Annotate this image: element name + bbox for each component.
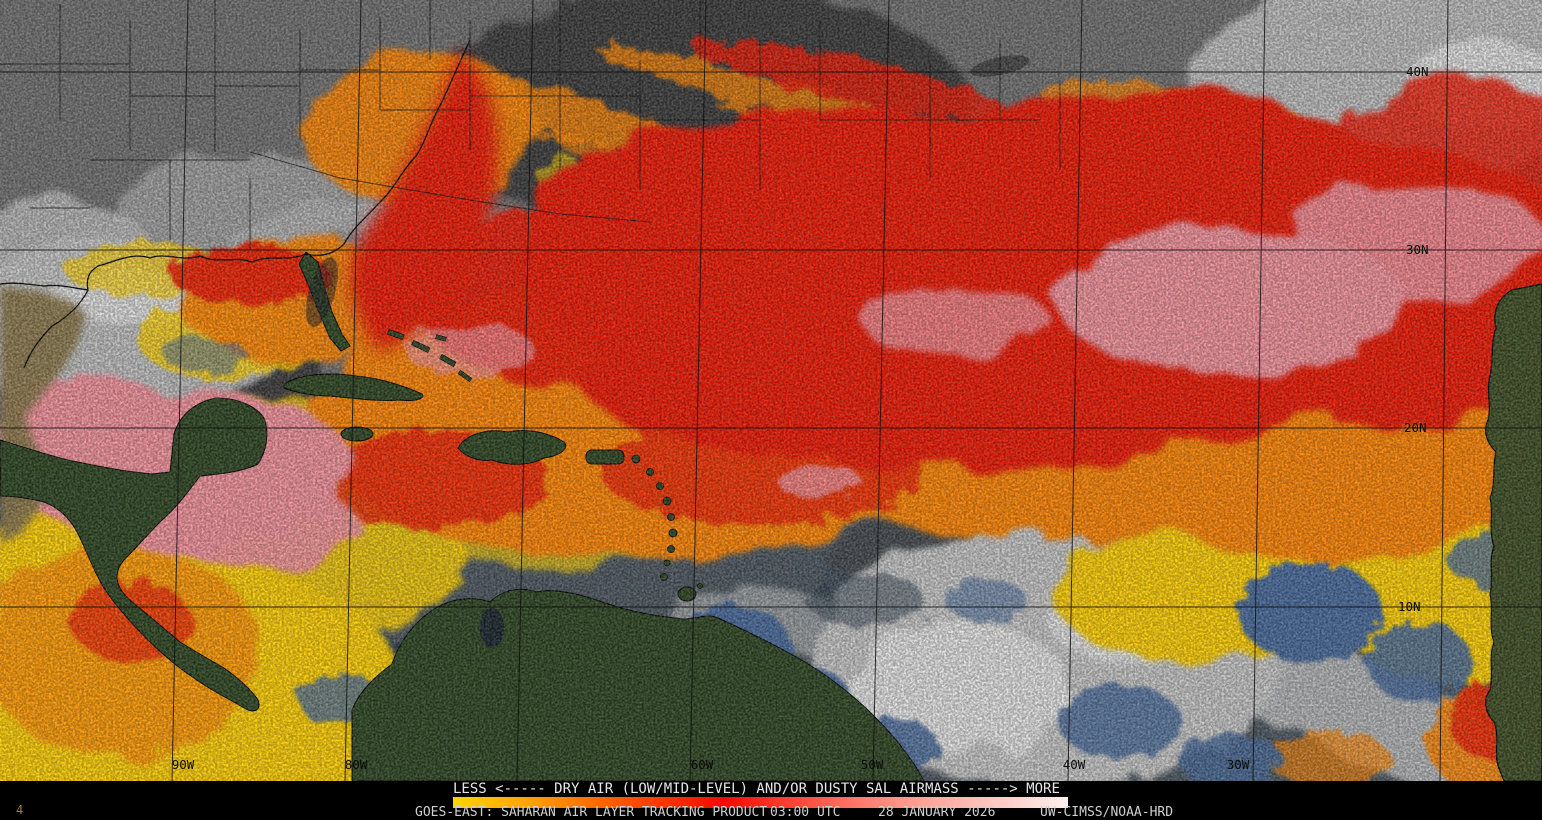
lon-label-30w: 30W	[1227, 757, 1250, 772]
legend-label: LESS <----- DRY AIR (LOW/MID-LEVEL) AND/…	[453, 781, 1060, 797]
lon-label-90w: 90W	[172, 757, 195, 772]
sal-colorbar	[453, 797, 1068, 808]
lon-label-50w: 50W	[861, 757, 884, 772]
lat-label-20n: 20N	[1404, 420, 1427, 435]
legend-caption-bar: LESS <----- DRY AIR (LOW/MID-LEVEL) AND/…	[0, 781, 1542, 820]
caption-credit: UW-CIMSS/NOAA-HRD	[1040, 805, 1174, 820]
lon-label-60w: 60W	[691, 757, 714, 772]
caption-time: 03:00 UTC	[770, 805, 841, 820]
lat-label-30n: 30N	[1406, 242, 1429, 257]
satellite-map: 40N 30N 20N 10N 90W 80W 60W 50W 40W 30W	[0, 0, 1542, 781]
caption-product: GOES-EAST: SAHARAN AIR LAYER TRACKING PR…	[415, 805, 768, 820]
colorbar-gradient	[453, 797, 1068, 808]
lon-label-80w: 80W	[345, 757, 368, 772]
lat-label-40n: 40N	[1406, 64, 1429, 79]
lon-label-40w: 40W	[1063, 757, 1086, 772]
frame-number: 4	[16, 803, 24, 817]
graticule	[0, 0, 1542, 781]
caption-date: 28 JANUARY 2026	[878, 805, 996, 820]
lat-label-10n: 10N	[1398, 599, 1421, 614]
speckle-texture-light	[0, 0, 1542, 781]
grid-labels: 40N 30N 20N 10N 90W 80W 60W 50W 40W 30W	[172, 64, 1429, 772]
